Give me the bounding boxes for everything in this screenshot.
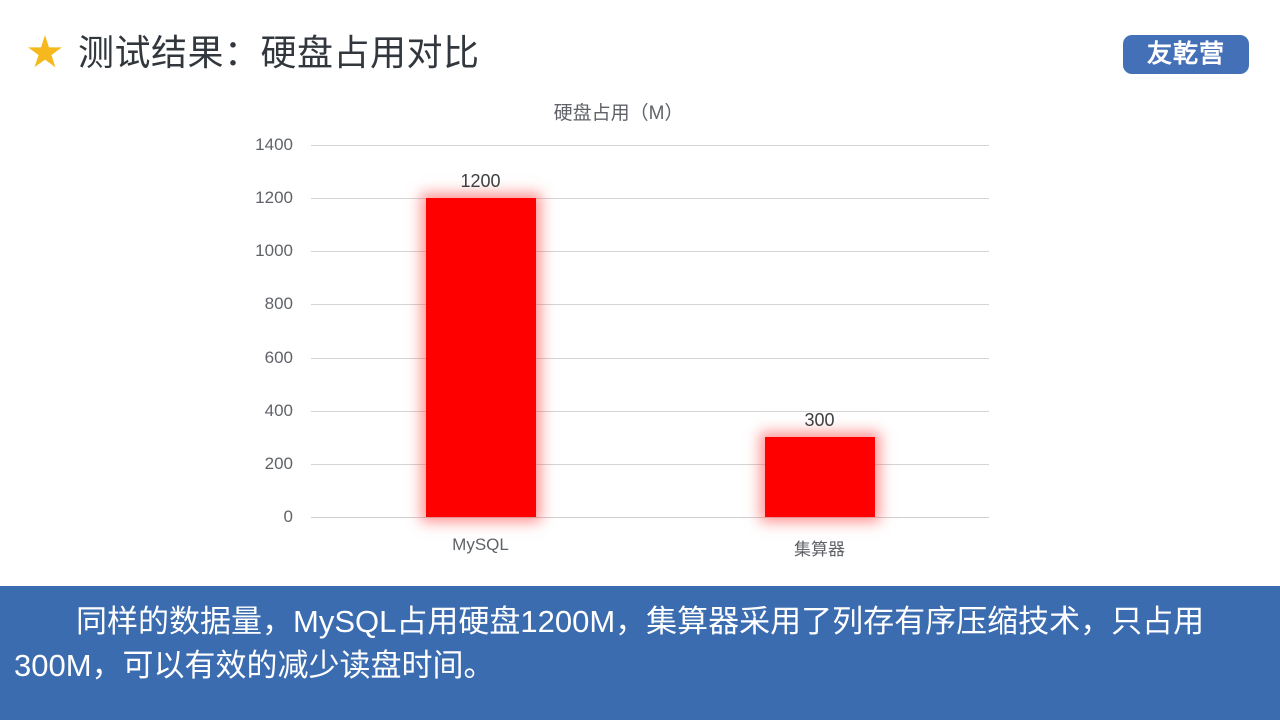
brand-logo-text: 友乾营 bbox=[1146, 40, 1225, 68]
y-axis-tick-label: 0 bbox=[283, 507, 293, 526]
y-axis-tick-label: 600 bbox=[264, 347, 293, 367]
bar-集算器 bbox=[764, 437, 875, 517]
gridline bbox=[311, 145, 989, 146]
slide-header: ★ 测试结果：硬盘占用对比 bbox=[0, 0, 1280, 100]
page-title: 测试结果：硬盘占用对比 bbox=[78, 32, 480, 73]
star-icon: ★ bbox=[25, 28, 65, 77]
gridline bbox=[311, 357, 989, 359]
gridline bbox=[311, 198, 989, 200]
y-axis-tick-label: 200 bbox=[264, 453, 293, 473]
y-axis-tick-label: 1200 bbox=[255, 188, 293, 208]
bar-MySQL bbox=[425, 198, 536, 517]
y-axis-tick-label: 1000 bbox=[255, 241, 293, 261]
bar-chart: 硬盘占用（M） 1400 1200 1000 800 600 400 200 0 1200 My… bbox=[0, 92, 1280, 572]
gridline bbox=[311, 463, 989, 465]
y-axis-tick-label: 800 bbox=[264, 294, 293, 314]
caption-text: 同样的数据量，MySQL占用硬盘1200M，集算器采用了列存有序压缩技术，只占用… bbox=[14, 604, 1205, 683]
gridline bbox=[311, 517, 989, 518]
brand-logo: 友乾营 bbox=[1123, 35, 1249, 74]
x-axis-tick-label: MySQL bbox=[452, 535, 509, 554]
x-axis-tick-label: 集算器 bbox=[794, 540, 845, 559]
plot-area: 1200 MySQL 300 集算器 bbox=[311, 145, 989, 559]
caption-band: 同样的数据量，MySQL占用硬盘1200M，集算器采用了列存有序压缩技术，只占用… bbox=[0, 586, 1280, 720]
gridline bbox=[311, 410, 989, 412]
gridline bbox=[311, 251, 989, 253]
bar-value-label: 300 bbox=[804, 410, 835, 431]
chart-title: 硬盘占用（M） bbox=[553, 103, 684, 124]
y-axis-tick-label: 400 bbox=[264, 400, 293, 420]
y-axis-tick-label: 1400 bbox=[255, 135, 293, 154]
gridline bbox=[311, 304, 989, 306]
bar-value-label: 1200 bbox=[460, 171, 501, 192]
y-axis: 1400 1200 1000 800 600 400 200 0 bbox=[0, 92, 311, 572]
